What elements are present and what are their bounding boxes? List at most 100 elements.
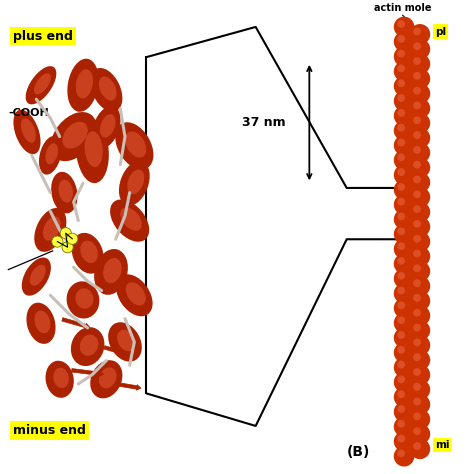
Circle shape <box>397 405 405 413</box>
Circle shape <box>413 309 421 317</box>
Ellipse shape <box>103 258 122 283</box>
Circle shape <box>397 301 405 309</box>
Circle shape <box>394 283 414 304</box>
Ellipse shape <box>43 217 61 241</box>
Circle shape <box>397 213 405 220</box>
Ellipse shape <box>94 249 128 295</box>
Circle shape <box>413 220 421 228</box>
Circle shape <box>410 320 430 341</box>
Circle shape <box>410 305 430 326</box>
Text: minus end: minus end <box>13 424 86 437</box>
Ellipse shape <box>71 327 104 366</box>
Circle shape <box>413 250 421 257</box>
Circle shape <box>410 424 430 444</box>
Circle shape <box>410 394 430 415</box>
Ellipse shape <box>67 59 99 112</box>
Circle shape <box>394 372 414 392</box>
Text: plus end: plus end <box>13 30 73 43</box>
Circle shape <box>410 172 430 192</box>
Circle shape <box>413 427 421 435</box>
Circle shape <box>410 83 430 104</box>
Circle shape <box>397 50 405 57</box>
Ellipse shape <box>90 68 122 112</box>
Circle shape <box>413 191 421 198</box>
Circle shape <box>410 98 430 118</box>
Circle shape <box>394 224 414 245</box>
Ellipse shape <box>126 283 146 305</box>
Ellipse shape <box>116 274 153 316</box>
Ellipse shape <box>80 335 98 356</box>
Circle shape <box>397 331 405 339</box>
Circle shape <box>410 39 430 59</box>
Ellipse shape <box>22 257 51 296</box>
Ellipse shape <box>66 282 100 319</box>
Circle shape <box>397 420 405 428</box>
Circle shape <box>410 217 430 237</box>
Ellipse shape <box>99 76 117 100</box>
Circle shape <box>413 146 421 154</box>
Ellipse shape <box>80 241 98 263</box>
Ellipse shape <box>119 161 150 206</box>
Circle shape <box>397 138 405 146</box>
Ellipse shape <box>117 330 136 351</box>
Circle shape <box>394 106 414 126</box>
Circle shape <box>397 64 405 73</box>
Ellipse shape <box>21 118 36 143</box>
Circle shape <box>397 183 405 191</box>
Ellipse shape <box>115 122 154 170</box>
Circle shape <box>413 161 421 169</box>
Ellipse shape <box>51 172 77 213</box>
Circle shape <box>413 131 421 139</box>
Circle shape <box>394 416 414 437</box>
Circle shape <box>397 168 405 176</box>
Circle shape <box>413 338 421 346</box>
Circle shape <box>410 24 430 45</box>
Ellipse shape <box>85 131 103 167</box>
Ellipse shape <box>100 114 116 137</box>
Circle shape <box>413 324 421 331</box>
Circle shape <box>394 120 414 141</box>
Circle shape <box>397 449 405 457</box>
Circle shape <box>62 242 73 253</box>
Circle shape <box>413 398 421 405</box>
Circle shape <box>397 287 405 294</box>
Circle shape <box>410 335 430 356</box>
Circle shape <box>410 438 430 459</box>
Circle shape <box>397 346 405 354</box>
Circle shape <box>410 379 430 400</box>
Circle shape <box>397 257 405 265</box>
Circle shape <box>413 412 421 420</box>
Circle shape <box>397 228 405 235</box>
Circle shape <box>413 57 421 65</box>
Ellipse shape <box>34 73 51 94</box>
Circle shape <box>394 31 414 52</box>
Circle shape <box>410 143 430 163</box>
Circle shape <box>394 150 414 171</box>
Ellipse shape <box>46 143 58 164</box>
Circle shape <box>394 76 414 96</box>
Circle shape <box>397 198 405 206</box>
Circle shape <box>410 261 430 282</box>
Ellipse shape <box>110 200 149 242</box>
Text: mi: mi <box>435 439 449 450</box>
Circle shape <box>394 431 414 452</box>
Circle shape <box>410 68 430 89</box>
Ellipse shape <box>51 112 97 161</box>
Circle shape <box>394 313 414 333</box>
Circle shape <box>394 239 414 259</box>
Ellipse shape <box>72 233 104 273</box>
Circle shape <box>410 202 430 222</box>
Circle shape <box>413 235 421 243</box>
Ellipse shape <box>92 106 120 148</box>
Ellipse shape <box>39 136 62 174</box>
Circle shape <box>413 442 421 450</box>
Ellipse shape <box>75 288 93 309</box>
Circle shape <box>397 35 405 43</box>
Circle shape <box>413 294 421 302</box>
Ellipse shape <box>35 310 50 333</box>
Circle shape <box>413 27 421 36</box>
Circle shape <box>413 42 421 50</box>
Ellipse shape <box>58 180 73 202</box>
Ellipse shape <box>99 367 117 388</box>
Circle shape <box>397 124 405 132</box>
